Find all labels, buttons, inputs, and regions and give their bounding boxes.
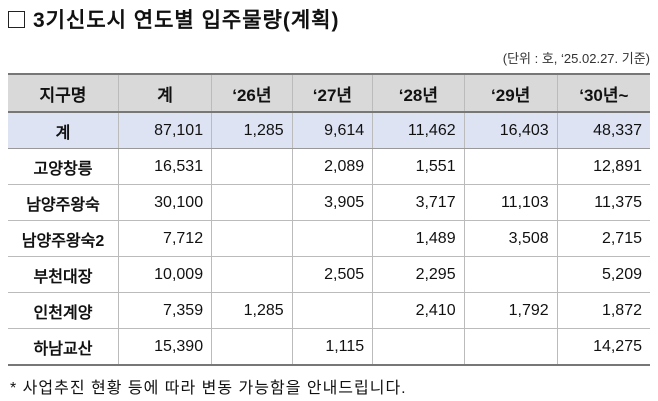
column-header: 지구명 (8, 73, 119, 113)
district-name: 고양창릉 (8, 148, 119, 185)
cell-value (372, 328, 465, 366)
cell-value: 3,717 (372, 184, 465, 221)
table-row: 남양주왕숙 30,100 3,905 3,717 11,103 11,375 (8, 184, 650, 221)
table-row: 고양창릉 16,531 2,089 1,551 12,891 (8, 148, 650, 185)
cell-value: 15,390 (117, 328, 212, 366)
cell-value: 1,115 (291, 328, 373, 366)
cell-value: 1,285 (211, 112, 293, 149)
unit-note: (단위 : 호, ‘25.02.27. 기준) (502, 51, 650, 66)
cell-value: 16,531 (117, 148, 212, 185)
cell-value: 5,209 (556, 256, 650, 293)
district-name: 남양주왕숙 (8, 184, 119, 221)
cell-value: 12,891 (556, 148, 650, 185)
move-in-table: 지구명 계 ‘26년 ‘27년 ‘28년 ‘29년 ‘30년~ 계 87,101 1,285 9,… (8, 73, 650, 366)
column-header: 계 (117, 73, 212, 113)
cell-value: 11,462 (372, 112, 465, 149)
cell-value: 2,410 (372, 292, 465, 329)
header-row: 지구명 계 ‘26년 ‘27년 ‘28년 ‘29년 ‘30년~ (8, 73, 650, 113)
cell-value: 2,089 (291, 148, 373, 185)
cell-value: 48,337 (556, 112, 650, 149)
cell-value (211, 148, 293, 185)
column-header: ‘29년 (463, 73, 558, 113)
cell-value: 30,100 (117, 184, 212, 221)
cell-value: 87,101 (117, 112, 212, 149)
total-row: 계 87,101 1,285 9,614 11,462 16,403 48,337 (8, 112, 650, 149)
column-header: ‘27년 (291, 73, 373, 113)
cell-value (211, 220, 293, 257)
table-row: 하남교산 15,390 1,115 14,275 (8, 328, 650, 366)
cell-value (463, 256, 558, 293)
cell-value (211, 184, 293, 221)
cell-value: 3,905 (291, 184, 373, 221)
cell-value (211, 256, 293, 293)
table-row: 남양주왕숙2 7,712 1,489 3,508 2,715 (8, 220, 650, 257)
district-name: 계 (8, 112, 119, 149)
cell-value: 7,359 (117, 292, 212, 329)
cell-value: 10,009 (117, 256, 212, 293)
cell-value: 1,285 (211, 292, 293, 329)
cell-value: 1,792 (463, 292, 558, 329)
cell-value: 1,489 (372, 220, 465, 257)
cell-value: 1,551 (372, 148, 465, 185)
cell-value: 11,375 (556, 184, 650, 221)
cell-value (291, 292, 373, 329)
cell-value: 2,505 (291, 256, 373, 293)
column-header: ‘26년 (211, 73, 293, 113)
cell-value (211, 328, 293, 366)
cell-value: 7,712 (117, 220, 212, 257)
page-title: 3기신도시 연도별 입주물량(계획) (8, 4, 340, 34)
title-text: 3기신도시 연도별 입주물량(계획) (33, 9, 340, 32)
cell-value: 14,275 (556, 328, 650, 366)
cell-value: 3,508 (463, 220, 558, 257)
district-name: 남양주왕숙2 (8, 220, 119, 257)
cell-value (291, 220, 373, 257)
cell-value (463, 328, 558, 366)
cell-value: 11,103 (463, 184, 558, 221)
cell-value: 16,403 (463, 112, 558, 149)
table-row: 부천대장 10,009 2,505 2,295 5,209 (8, 256, 650, 293)
column-header: ‘30년~ (556, 73, 650, 113)
cell-value: 2,715 (556, 220, 650, 257)
cell-value (463, 148, 558, 185)
footnote: * 사업추진 현황 등에 따라 변동 가능함을 안내드립니다. (10, 380, 407, 397)
cell-value: 2,295 (372, 256, 465, 293)
district-name: 하남교산 (8, 328, 119, 366)
table-row: 인천계양 7,359 1,285 2,410 1,792 1,872 (8, 292, 650, 329)
checkbox-square-icon (8, 10, 25, 28)
district-name: 인천계양 (8, 292, 119, 329)
district-name: 부천대장 (8, 256, 119, 293)
cell-value: 1,872 (556, 292, 650, 329)
cell-value: 9,614 (291, 112, 373, 149)
column-header: ‘28년 (372, 73, 465, 113)
